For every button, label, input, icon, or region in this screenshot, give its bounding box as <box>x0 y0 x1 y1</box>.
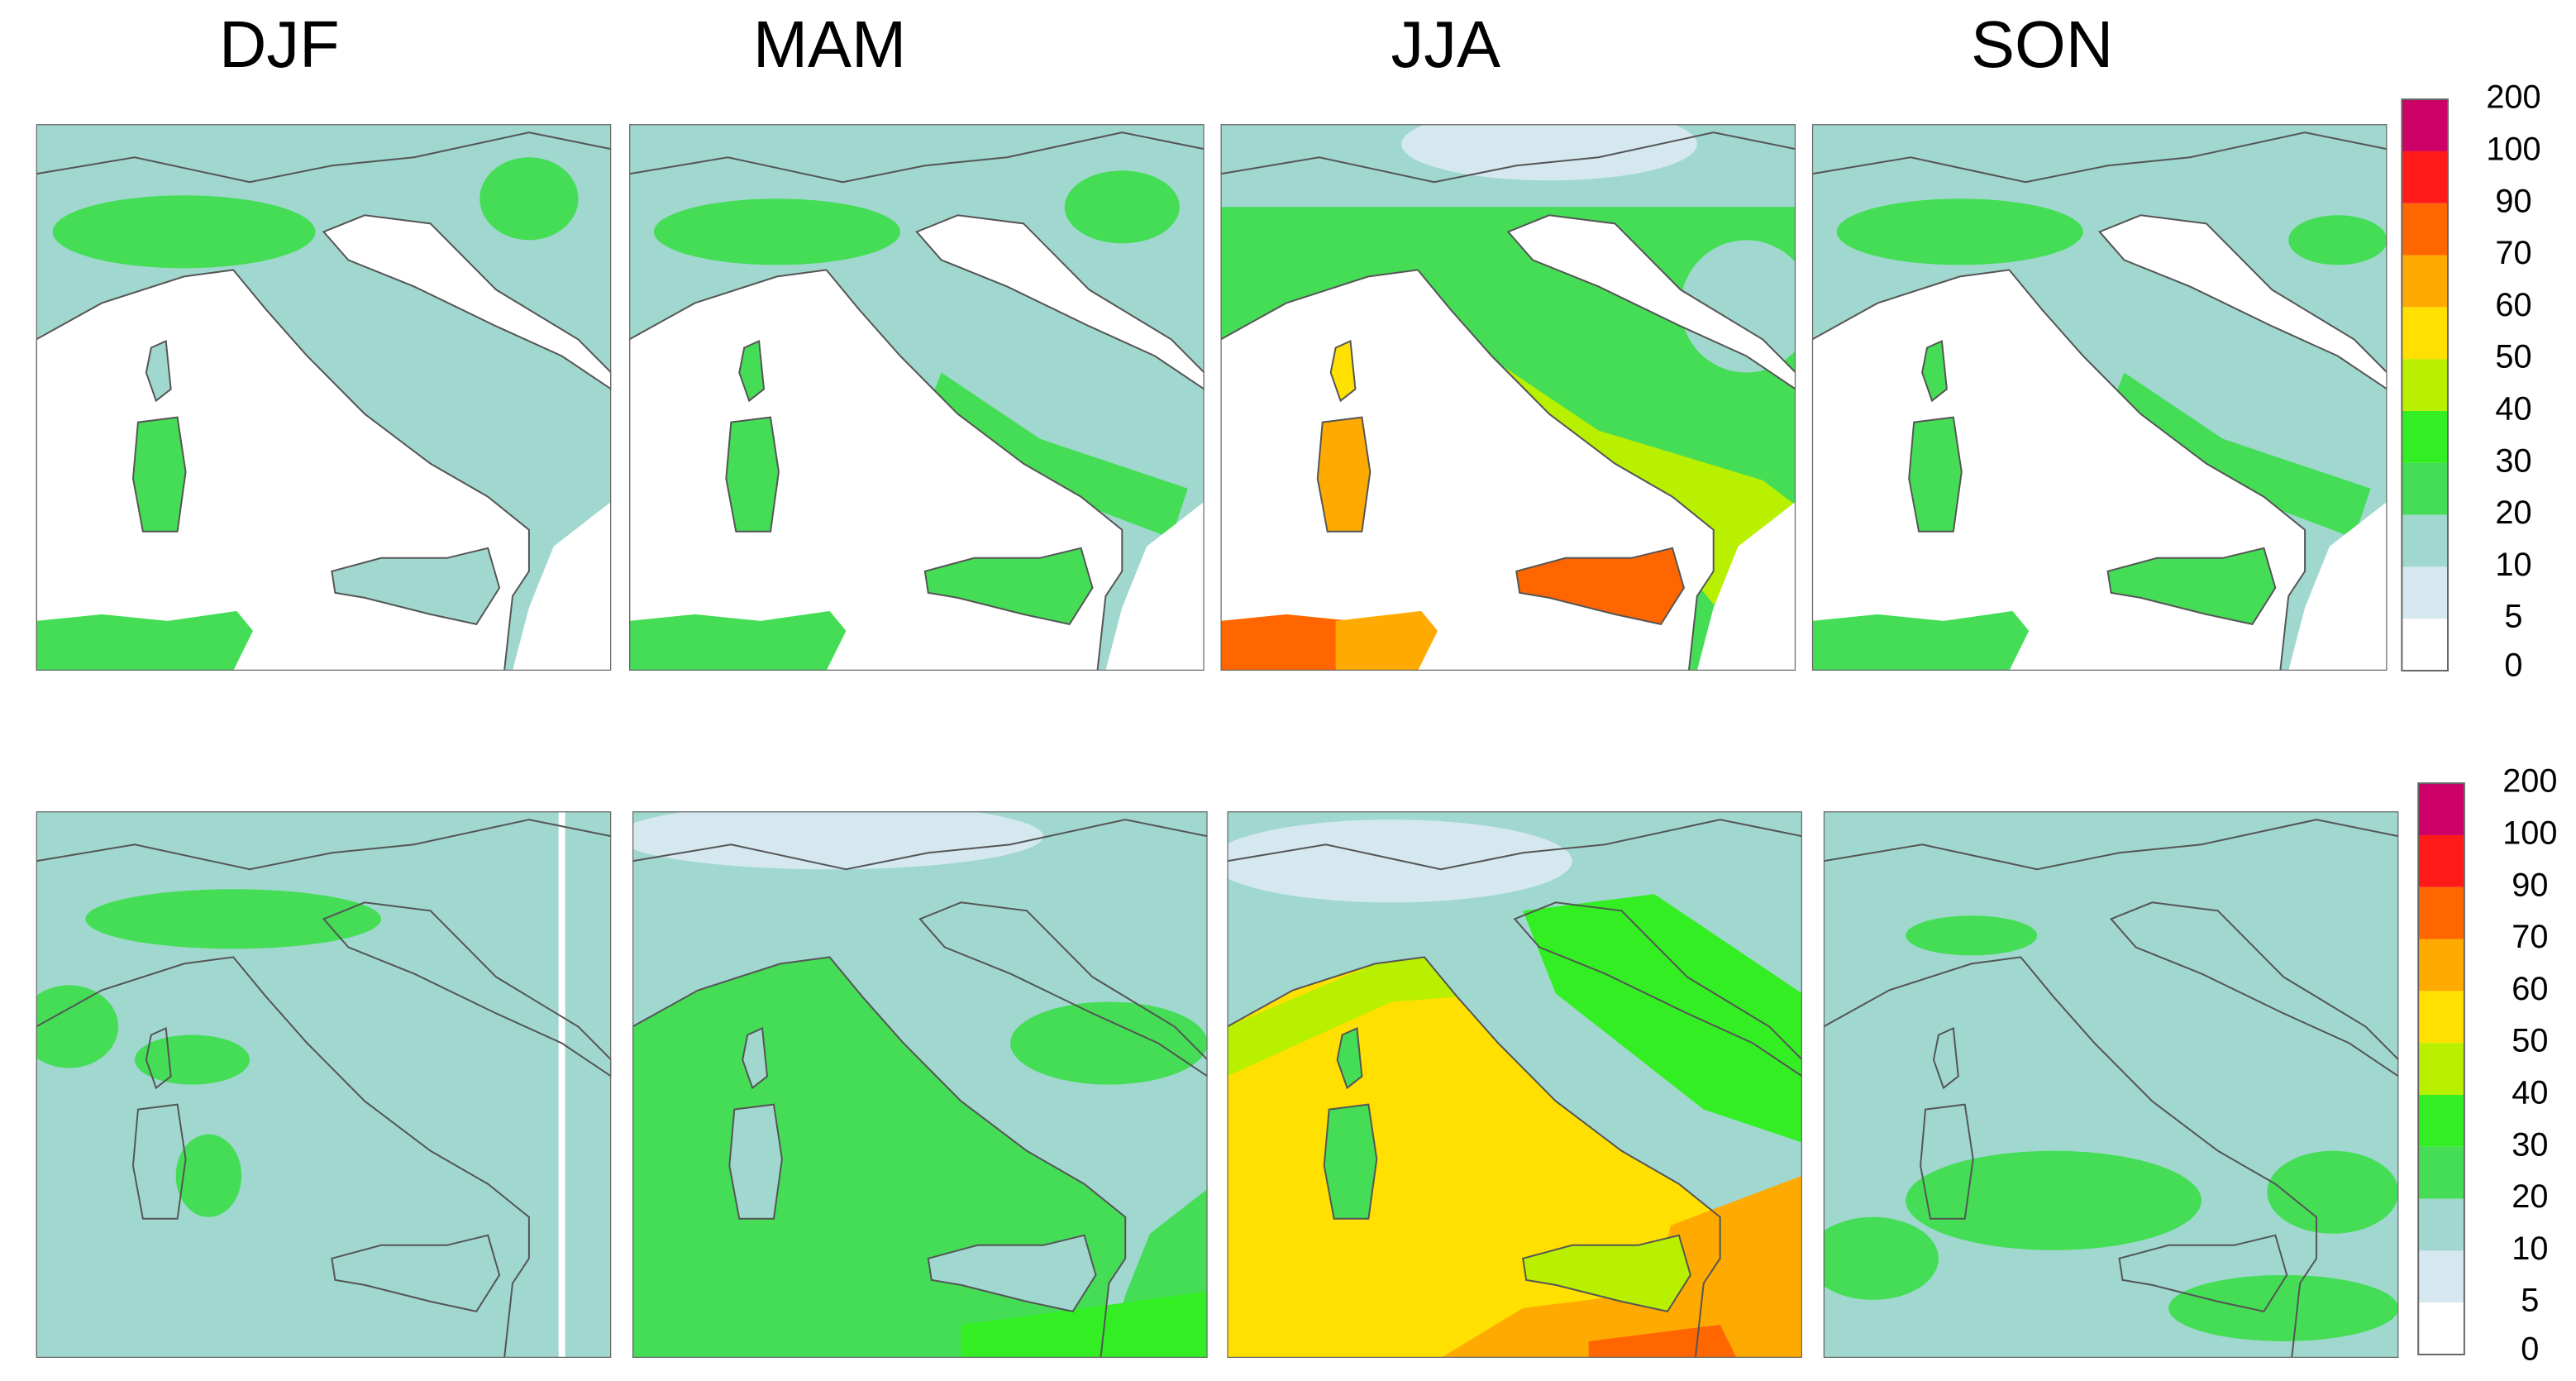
colorbar-label: 40 <box>2512 1074 2548 1111</box>
map-panel <box>1227 811 1803 1358</box>
colorbar-label: 90 <box>2495 183 2531 219</box>
colorbar-label: 200 <box>2486 79 2540 116</box>
colorbar-label: 5 <box>2521 1283 2539 1319</box>
colorbar-frame <box>2401 98 2449 671</box>
colorbar-swatch <box>2402 619 2448 671</box>
colorbar-label: 5 <box>2504 599 2522 635</box>
colorbar-swatch <box>2418 783 2464 835</box>
season-title: MAM <box>753 7 906 81</box>
colorbar-swatch <box>2418 991 2464 1044</box>
colorbar-label: 10 <box>2512 1230 2548 1267</box>
colorbar-swatch <box>2402 99 2448 151</box>
colorbar-swatch <box>2418 1043 2464 1095</box>
colorbar-label: 60 <box>2512 971 2548 1007</box>
map-panel <box>1220 124 1796 671</box>
map-panel <box>36 811 612 1358</box>
map-panel <box>629 124 1205 671</box>
colorbar-label: 70 <box>2512 919 2548 955</box>
colorbar-swatch <box>2418 1302 2464 1355</box>
colorbar-label: 0 <box>2521 1331 2539 1367</box>
colorbar-swatch <box>2418 1094 2464 1147</box>
colorbar-swatch <box>2418 886 2464 939</box>
map-panel <box>1823 811 2399 1358</box>
colorbar-swatch <box>2418 939 2464 992</box>
colorbar-label: 40 <box>2495 390 2531 427</box>
colorbar-label: 50 <box>2512 1023 2548 1059</box>
colorbar-swatch <box>2402 307 2448 360</box>
season-title: JJA <box>1391 7 1501 81</box>
colorbar-swatch <box>2402 514 2448 567</box>
colorbar-label: 20 <box>2495 495 2531 531</box>
colorbar-swatch <box>2418 1198 2464 1251</box>
colorbar-label: 90 <box>2512 867 2548 903</box>
colorbar-swatch <box>2402 566 2448 619</box>
colorbar: 0 5 10 20 30 40 50 60 70 90 100 200 <box>2401 79 2541 684</box>
colorbar-label: 30 <box>2495 442 2531 479</box>
colorbar-swatch <box>2402 203 2448 256</box>
season-title: DJF <box>219 7 340 81</box>
colorbar-label: 20 <box>2512 1178 2548 1215</box>
colorbar-swatch <box>2402 462 2448 515</box>
map-panel <box>36 124 612 671</box>
colorbar-swatch <box>2402 410 2448 463</box>
colorbar: 0 5 10 20 30 40 50 60 70 90 100 200 <box>2417 763 2557 1368</box>
colorbar-label: 10 <box>2495 547 2531 583</box>
colorbar-label: 30 <box>2512 1126 2548 1163</box>
colorbar-swatch <box>2402 151 2448 203</box>
colorbar-swatch <box>2418 834 2464 887</box>
colorbar-frame <box>2417 782 2465 1355</box>
colorbar-label: 0 <box>2504 647 2522 683</box>
map-panel <box>1811 124 2388 671</box>
season-title: SON <box>1971 7 2113 81</box>
map-panel <box>632 811 1208 1358</box>
colorbar-label: 100 <box>2502 815 2557 851</box>
colorbar-swatch <box>2418 1146 2464 1199</box>
colorbar-label: 100 <box>2486 131 2540 167</box>
colorbar-label: 70 <box>2495 235 2531 271</box>
colorbar-swatch <box>2402 359 2448 411</box>
colorbar-label: 60 <box>2495 287 2531 323</box>
colorbar-swatch <box>2402 255 2448 308</box>
colorbar-swatch <box>2418 1250 2464 1303</box>
colorbar-label: 50 <box>2495 339 2531 375</box>
colorbar-label: 200 <box>2502 763 2557 800</box>
